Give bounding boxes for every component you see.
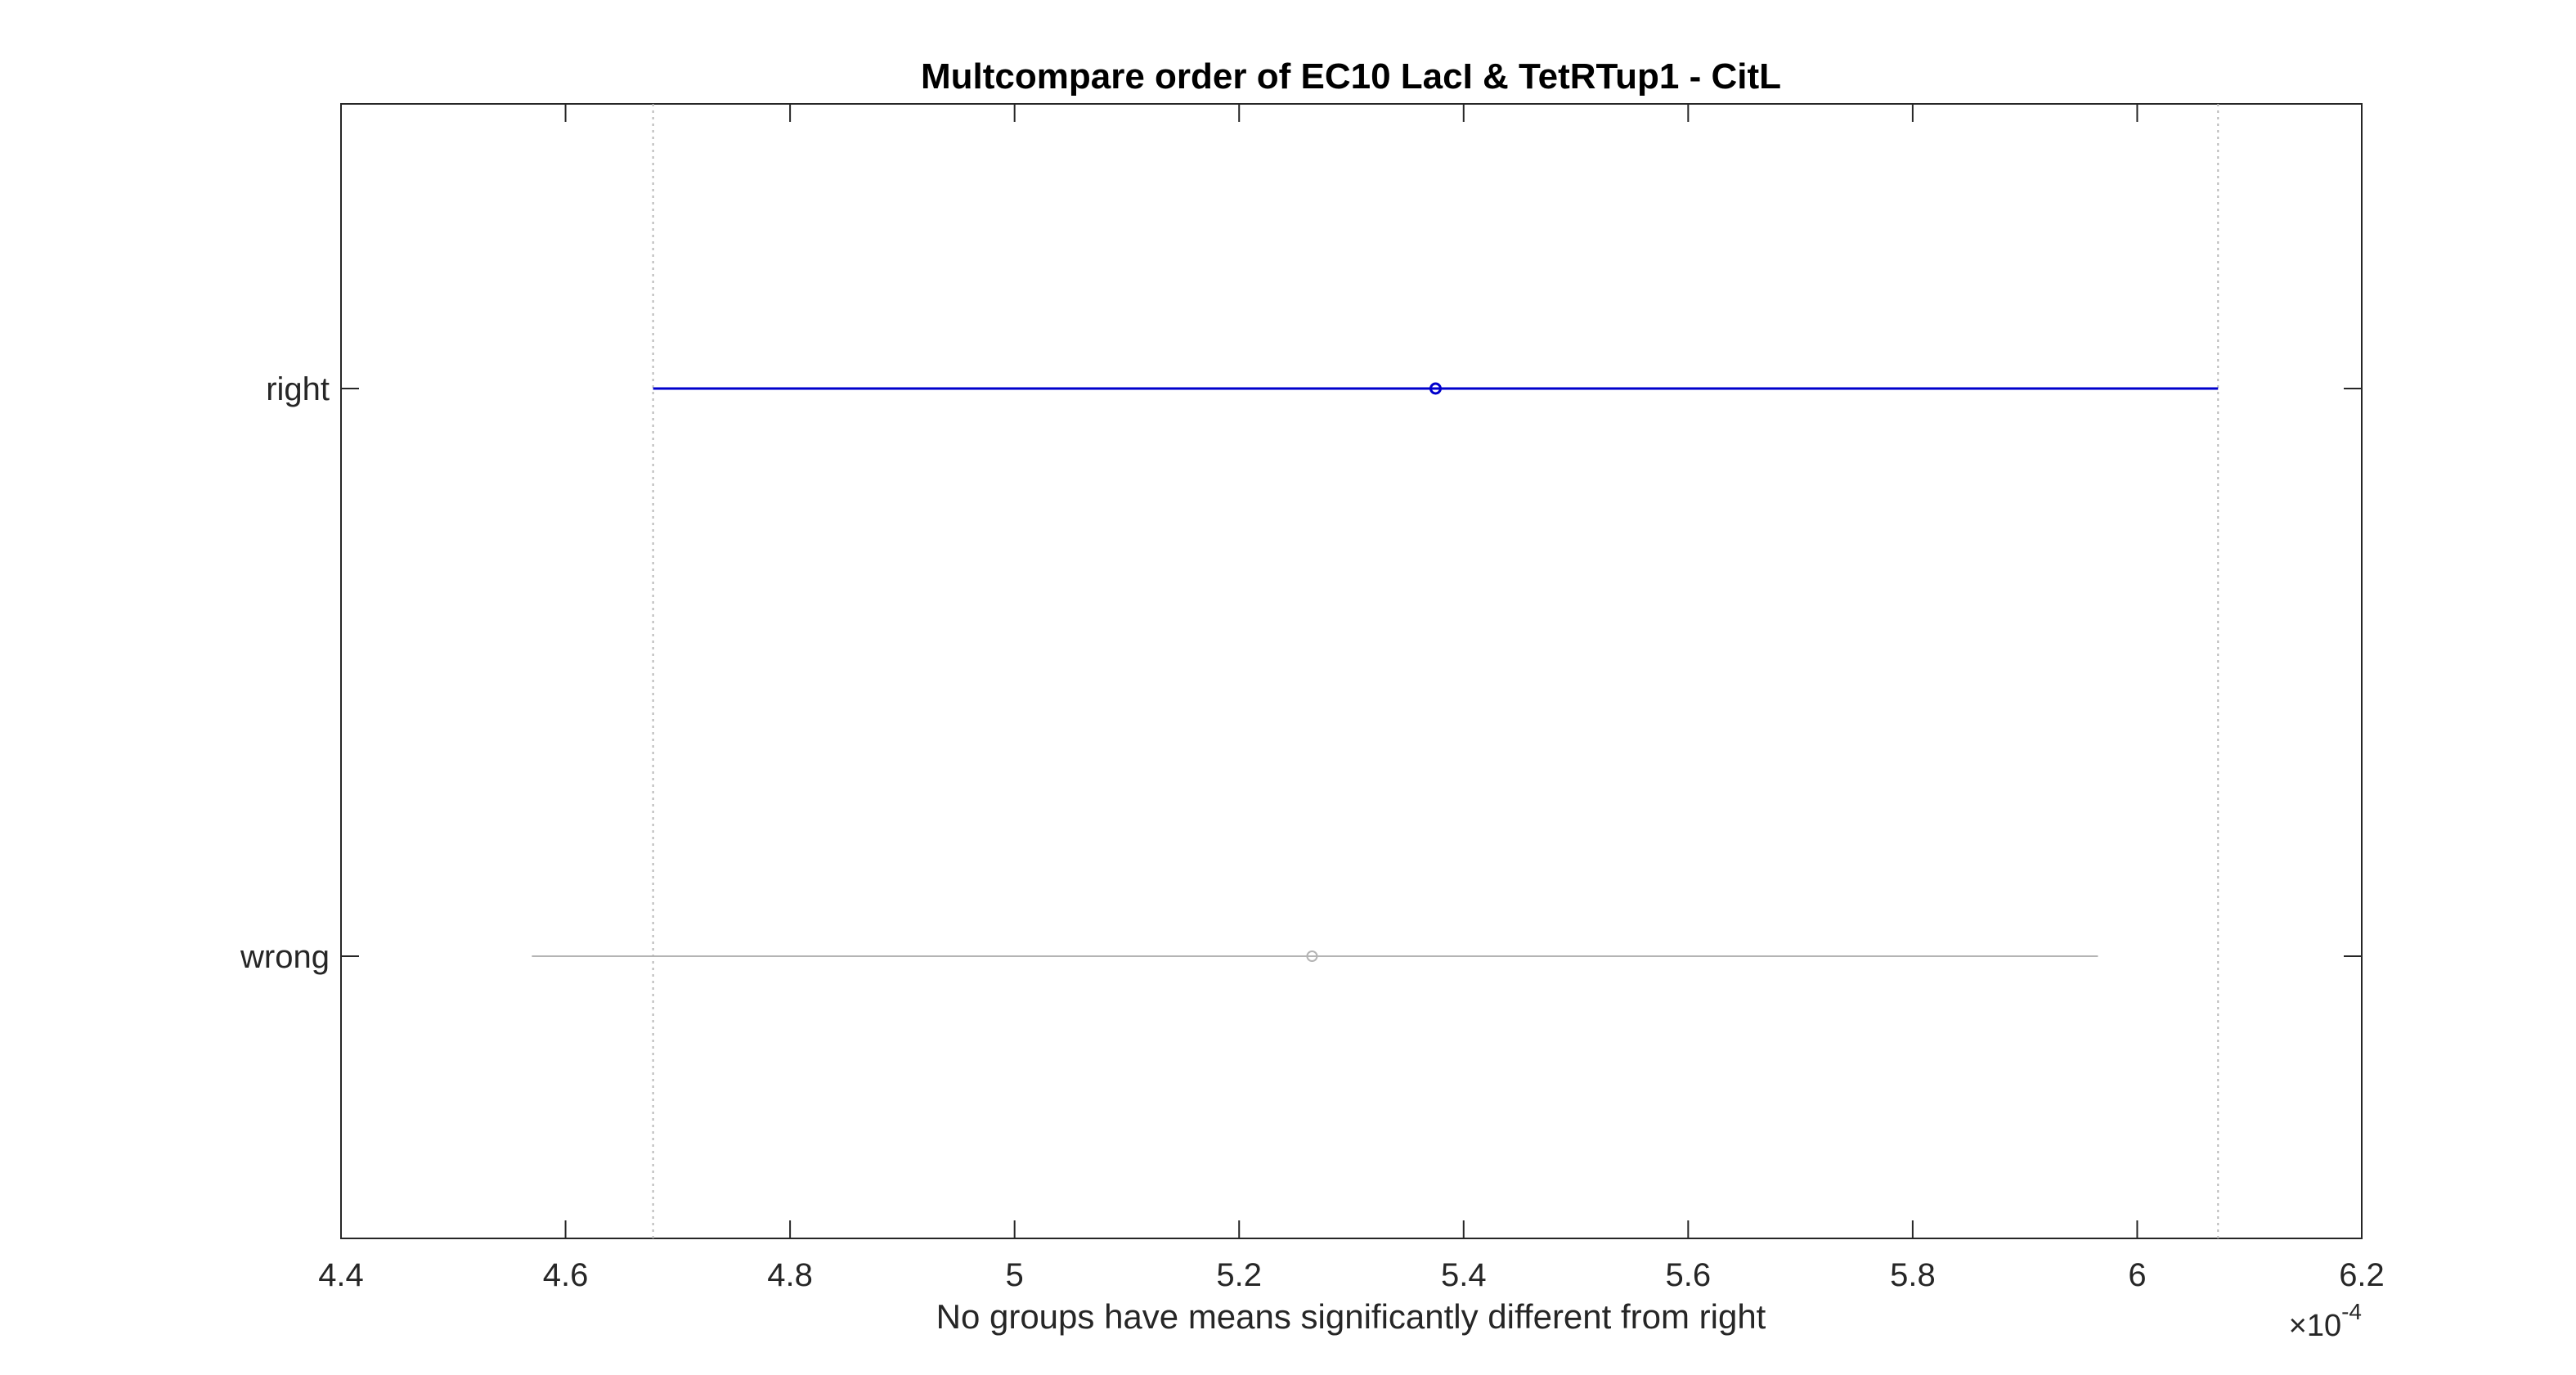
mean-marker-right [1429,382,1442,395]
x-tick-label: 4.4 [318,1257,364,1293]
axes-layer [340,103,2363,1239]
x-tick-label: 5.4 [1441,1257,1487,1293]
exponent-base: ×10 [2289,1309,2341,1343]
x-tick-label: 5.2 [1216,1257,1262,1293]
y-tick-label-right: right [266,371,330,407]
y-tick-label-wrong: wrong [240,939,330,975]
x-tick-label: 5 [1006,1257,1024,1293]
y-ticks-layer: right wrong [240,371,2362,975]
x-tick-label: 4.6 [543,1257,589,1293]
x-tick-label: 4.8 [767,1257,813,1293]
mean-marker-wrong [1306,950,1318,962]
x-tick-label: 6 [2128,1257,2146,1293]
exponent-power: -4 [2341,1299,2362,1324]
x-ticks-layer: 4.4 4.6 4.8 5 5.2 5.4 5.6 5.8 6 6.2 [318,104,2385,1293]
x-axis-label: No groups have means significantly diffe… [936,1297,1766,1336]
x-tick-label: 5.8 [1890,1257,1936,1293]
x-axis-exponent: ×10-4 [2289,1299,2362,1343]
reference-lines-layer [652,104,2219,1238]
chart-title: Multcompare order of EC10 LacI & TetRTup… [921,56,1781,97]
intervals-layer [532,382,2219,962]
x-tick-label: 6.2 [2339,1257,2385,1293]
plot-area-frame [340,103,2363,1239]
x-tick-label: 5.6 [1666,1257,1712,1293]
